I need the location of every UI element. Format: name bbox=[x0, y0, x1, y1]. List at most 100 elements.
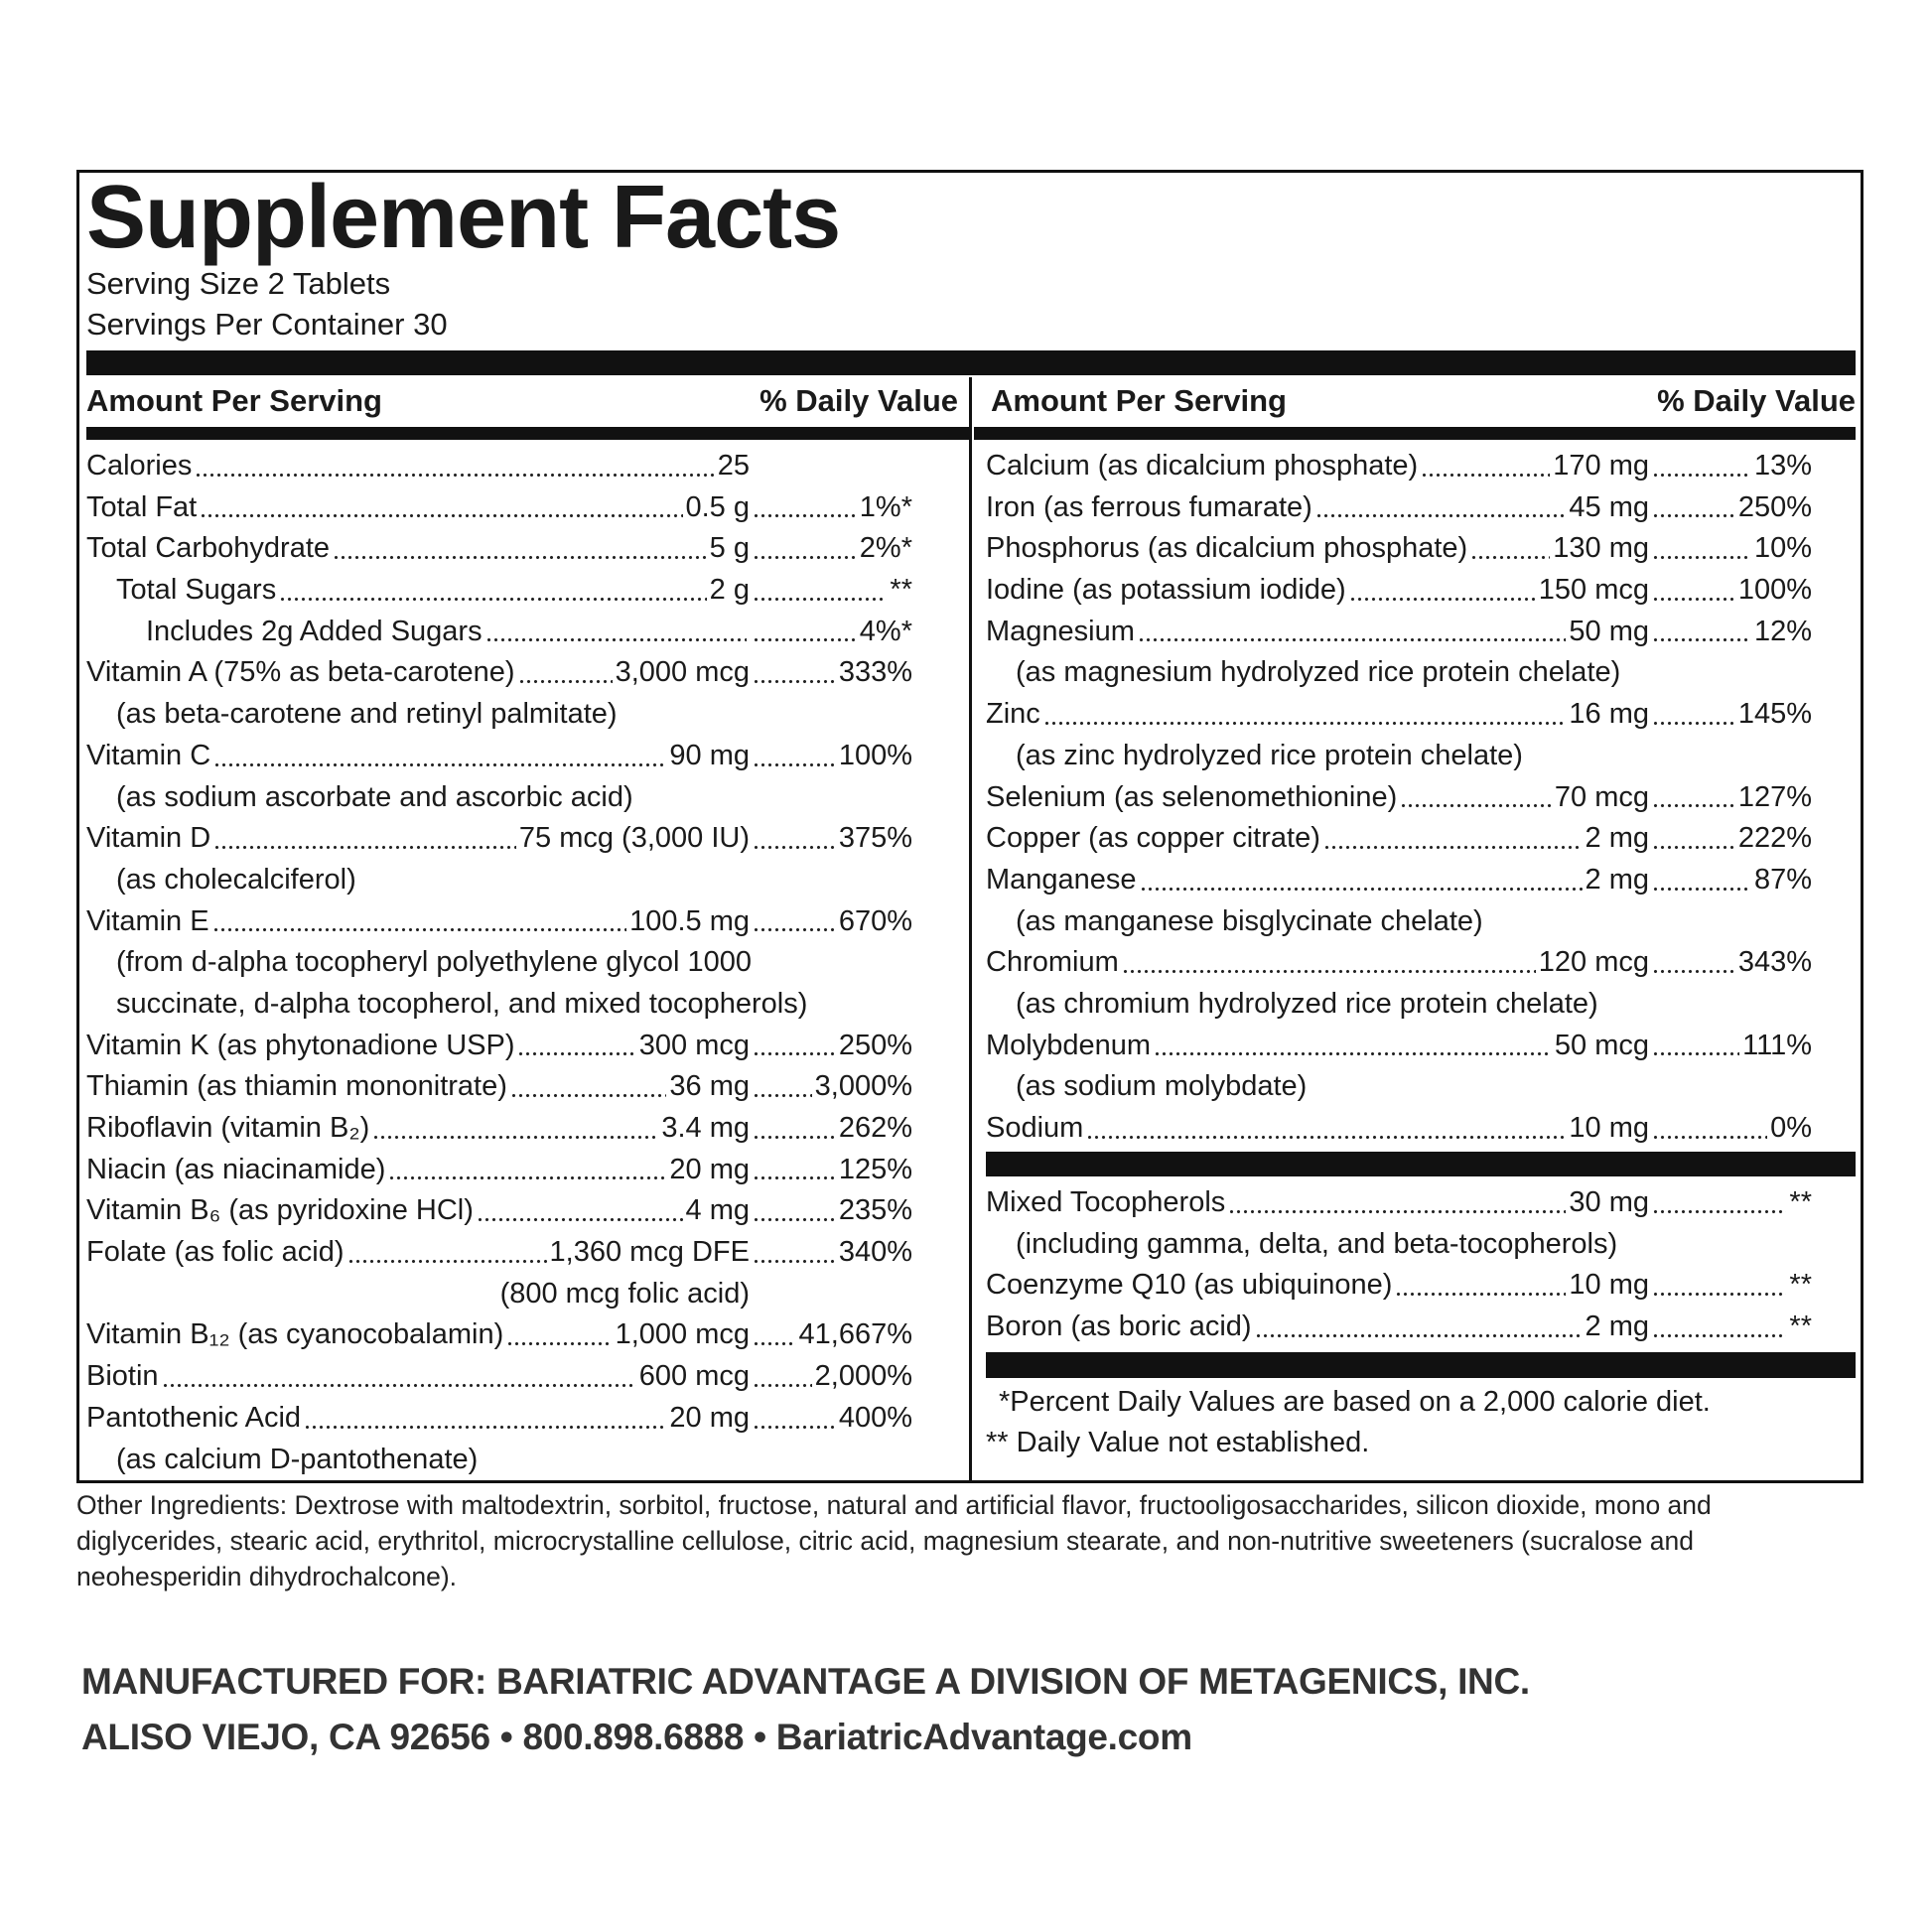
dot-leader bbox=[1137, 611, 1567, 653]
dot-leader bbox=[1314, 486, 1567, 529]
nutrient-note: (as sodium molybdate) bbox=[986, 1066, 1812, 1108]
nutrient-row: Molybdenum 50 mcg 111% bbox=[986, 1025, 1812, 1067]
dv-part: ** bbox=[1649, 1265, 1812, 1308]
dot-leader bbox=[1228, 1182, 1567, 1224]
nutrient-amount: 4 mg bbox=[685, 1194, 750, 1227]
servings-per-container: Servings Per Container 30 bbox=[86, 307, 448, 342]
dot-leader bbox=[1652, 694, 1735, 736]
daily-value: 127% bbox=[1737, 780, 1812, 813]
dv-part: 222% bbox=[1649, 818, 1812, 860]
daily-value: ** bbox=[1789, 1311, 1812, 1343]
dot-leader bbox=[476, 1190, 683, 1233]
dv-part: 250% bbox=[750, 1025, 912, 1067]
amount-part: Calories 25 bbox=[86, 446, 750, 487]
dot-leader bbox=[1652, 859, 1751, 901]
nutrient-row: Magnesium 50 mg 12% bbox=[986, 611, 1812, 653]
serving-size: Serving Size 2 Tablets bbox=[86, 266, 391, 301]
dv-part bbox=[750, 446, 912, 487]
nutrient-row: Biotin 600 mcg 2,000% bbox=[86, 1356, 912, 1398]
amount-part: Folate (as folic acid) 1,360 mcg DFE bbox=[86, 1232, 750, 1274]
nutrient-amount: 25 bbox=[717, 450, 750, 482]
daily-value: 0% bbox=[1770, 1112, 1812, 1144]
note-text: (as beta-carotene and retinyl palmitate) bbox=[116, 698, 618, 731]
daily-value: 343% bbox=[1737, 946, 1812, 979]
nutrient-name: Biotin bbox=[86, 1360, 159, 1393]
dot-leader bbox=[753, 900, 836, 943]
nutrient-name: Coenzyme Q10 (as ubiquinone) bbox=[986, 1269, 1393, 1302]
dv-part: 670% bbox=[750, 900, 912, 943]
nutrient-row: Vitamin E 100.5 mg 670% bbox=[86, 900, 912, 943]
nutrient-name: Chromium bbox=[986, 946, 1119, 979]
nutrient-note: (from d-alpha tocopheryl polyethylene gl… bbox=[86, 942, 912, 984]
dv-part: 41,667% bbox=[750, 1314, 912, 1357]
dot-leader bbox=[304, 1397, 667, 1440]
dot-leader bbox=[1652, 1182, 1787, 1224]
amount-part: Niacin (as niacinamide) 20 mg bbox=[86, 1149, 750, 1191]
dot-leader bbox=[506, 1314, 613, 1357]
dot-leader bbox=[1421, 446, 1551, 487]
amount-part: Thiamin (as thiamin mononitrate) 36 mg bbox=[86, 1066, 750, 1108]
nutrient-name: Manganese bbox=[986, 863, 1137, 896]
nutrient-amount: 3.4 mg bbox=[661, 1112, 750, 1144]
nutrient-row: Mixed Tocopherols 30 mg ** bbox=[986, 1182, 1812, 1224]
dv-part: 333% bbox=[750, 652, 912, 695]
dot-leader bbox=[753, 1314, 796, 1357]
nutrient-row: Vitamin C 90 mg 100% bbox=[86, 735, 912, 777]
nutrient-amount: 130 mg bbox=[1553, 532, 1649, 565]
dv-part: 12% bbox=[1649, 611, 1812, 653]
amount-part: Total Sugars 2 g bbox=[116, 570, 750, 612]
dot-leader bbox=[1652, 446, 1751, 487]
nutrient-note: (as magnesium hydrolyzed rice protein ch… bbox=[986, 652, 1812, 694]
daily-value: 100% bbox=[1737, 574, 1812, 607]
note-text: (as zinc hydrolyzed rice protein chelate… bbox=[1016, 739, 1523, 771]
dot-leader bbox=[484, 611, 747, 653]
header-dv: % Daily Value bbox=[759, 383, 958, 418]
amount-part: Vitamin E 100.5 mg bbox=[86, 900, 750, 943]
amount-part: Zinc 16 mg bbox=[986, 694, 1649, 736]
nutrient-row: Manganese 2 mg 87% bbox=[986, 859, 1812, 901]
dot-leader bbox=[1086, 1108, 1567, 1150]
daily-value: 400% bbox=[838, 1401, 912, 1434]
dot-leader bbox=[333, 528, 707, 571]
amount-part: Pantothenic Acid 20 mg bbox=[86, 1397, 750, 1440]
amount-part: Biotin 600 mcg bbox=[86, 1356, 750, 1398]
nutrient-row: Thiamin (as thiamin mononitrate) 36 mg 3,0… bbox=[86, 1066, 912, 1108]
dot-leader bbox=[1042, 694, 1567, 736]
amount-part: Magnesium 50 mg bbox=[986, 611, 1649, 653]
dv-part: 125% bbox=[750, 1149, 912, 1191]
nutrient-amount: 2 mg bbox=[1585, 1311, 1649, 1343]
note-text: (as chromium hydrolyzed rice protein che… bbox=[1016, 987, 1598, 1020]
nutrient-row: Calories 25 bbox=[86, 446, 912, 487]
daily-value: ** bbox=[1789, 1186, 1812, 1218]
nutrient-name: Total Carbohydrate bbox=[86, 532, 331, 565]
dot-leader bbox=[388, 1149, 667, 1191]
nutrient-name: Pantothenic Acid bbox=[86, 1401, 302, 1434]
amount-part: Boron (as boric acid) 2 mg bbox=[986, 1307, 1649, 1348]
nutrient-amount: 2 mg bbox=[1585, 822, 1649, 855]
nutrient-row: Sodium 10 mg 0% bbox=[986, 1108, 1812, 1150]
nutrient-name: Vitamin E bbox=[86, 904, 209, 937]
nutrient-name: Sodium bbox=[986, 1112, 1084, 1144]
dot-leader bbox=[1652, 1265, 1787, 1308]
nutrient-name: Mixed Tocopherols bbox=[986, 1186, 1226, 1218]
dot-leader bbox=[753, 1397, 836, 1440]
amount-part: Coenzyme Q10 (as ubiquinone) 10 mg bbox=[986, 1265, 1649, 1308]
amount-part: Vitamin A (75% as beta-carotene) 3,000 mc… bbox=[86, 652, 750, 695]
dot-leader bbox=[1121, 942, 1536, 984]
daily-value: 2,000% bbox=[814, 1360, 912, 1393]
dot-leader bbox=[213, 735, 667, 777]
daily-value: ** bbox=[890, 574, 912, 607]
nutrient-row: Boron (as boric acid) 2 mg ** bbox=[986, 1307, 1812, 1348]
left-header: Amount Per Serving % Daily Value bbox=[86, 383, 958, 419]
dot-leader bbox=[1652, 528, 1751, 571]
dot-leader bbox=[753, 1190, 836, 1233]
nutrient-note: (as calcium D-pantothenate) bbox=[86, 1440, 912, 1481]
nutrient-row: Riboflavin (vitamin B₂) 3.4 mg 262% bbox=[86, 1108, 912, 1150]
nutrient-row: Pantothenic Acid 20 mg 400% bbox=[86, 1397, 912, 1440]
note-text: (from d-alpha tocopheryl polyethylene gl… bbox=[116, 946, 752, 979]
nutrient-note: (as manganese bisglycinate chelate) bbox=[986, 901, 1812, 943]
note-text: (as sodium molybdate) bbox=[1016, 1070, 1308, 1103]
nutrient-row: Zinc 16 mg 145% bbox=[986, 694, 1812, 736]
amount-part: Iodine (as potassium iodide) 150 mcg bbox=[986, 570, 1649, 612]
